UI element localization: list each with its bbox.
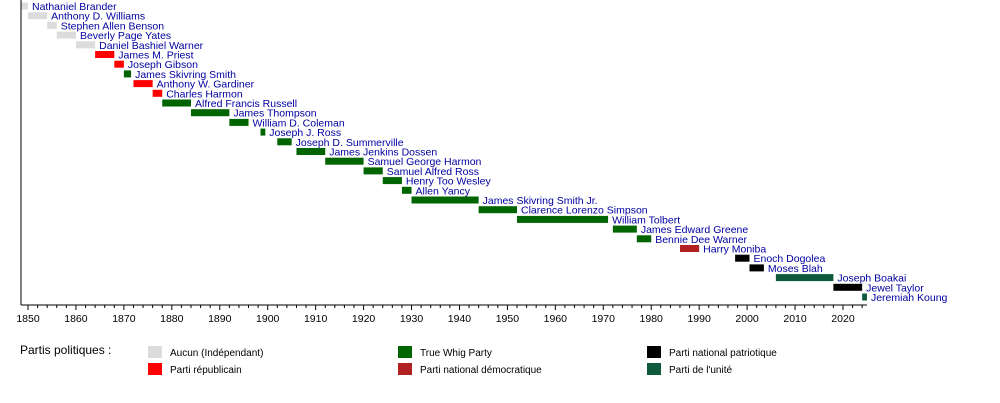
bar-label: Henry Too Wesley <box>406 176 492 188</box>
bar-label: William Tolbert <box>612 214 680 226</box>
bar-label: Allen Yancy <box>416 185 471 197</box>
bar-label: Harry Moniba <box>703 244 766 256</box>
bar-label: Jeremiah Koung <box>871 292 948 304</box>
timeline-bar <box>363 167 383 175</box>
bar-label: James Thompson <box>233 108 316 120</box>
legend-label: True Whig Party <box>420 348 492 359</box>
bar-label: Clarence Lorenzo Simpson <box>521 205 648 217</box>
x-tick-label: 1990 <box>687 313 711 325</box>
timeline-bar <box>20 2 28 10</box>
bar-label: Samuel Alfred Ross <box>387 166 479 178</box>
timeline-bar <box>862 293 867 301</box>
timeline-bar <box>47 21 57 29</box>
legend-swatch <box>148 346 162 358</box>
bar-label: Stephen Allen Benson <box>61 20 164 32</box>
timeline-bar <box>382 177 402 185</box>
timeline-bar <box>612 225 637 233</box>
legend-swatch <box>647 363 661 375</box>
x-tick-label: 1890 <box>208 313 232 325</box>
x-tick-label: 2000 <box>735 313 759 325</box>
legend-swatch <box>398 346 412 358</box>
bar-label: Samuel George Harmon <box>368 156 482 168</box>
x-tick-label: 1860 <box>64 313 88 325</box>
timeline-bar <box>775 274 834 282</box>
x-tick-label: 1980 <box>640 313 664 325</box>
x-tick-label: 1960 <box>544 313 568 325</box>
bar-label: James Skivring Smith <box>135 69 236 81</box>
x-tick-label: 2020 <box>831 313 855 325</box>
timeline-bar <box>229 118 249 126</box>
x-tick-label: 1950 <box>496 313 520 325</box>
timeline-bar <box>749 264 764 272</box>
bar-label: Charles Harmon <box>166 88 243 100</box>
timeline-bar <box>411 196 479 204</box>
timeline-bar <box>325 157 364 165</box>
legend-label: Parti national démocratique <box>420 365 542 376</box>
timeline-bar <box>636 235 652 243</box>
timeline-bar <box>833 283 863 291</box>
bar-label: Joseph J. Ross <box>269 127 341 139</box>
bar-label: James Jenkins Dossen <box>329 147 437 159</box>
timeline-bar <box>401 186 412 194</box>
bar-label: James Skivring Smith Jr. <box>483 195 598 207</box>
bar-label: Joseph Gibson <box>128 59 198 71</box>
timeline-bar <box>516 215 609 223</box>
x-tick-label: 1900 <box>256 313 280 325</box>
timeline-bar <box>133 80 153 88</box>
timeline-bar <box>296 148 326 155</box>
x-axis: 1850 1860 1870 1880 1890 1900 1910 1920 1930 1940… <box>16 0 867 325</box>
legend-label: Parti républicain <box>170 365 242 376</box>
bar-label: Joseph Boakai <box>837 273 906 285</box>
legend-swatch <box>647 346 661 358</box>
bar-label: Anthony D. Williams <box>51 11 145 23</box>
bar-label: Nathaniel Brander <box>32 1 117 13</box>
legend: Partis politiques : Aucun (Indépendant) Pa… <box>20 343 777 376</box>
legend-title: Partis politiques : <box>20 343 111 357</box>
x-tick-label: 1910 <box>304 313 328 325</box>
x-tick-label: 2010 <box>783 313 807 325</box>
timeline-bar <box>478 206 517 214</box>
x-tick-label: 1870 <box>112 313 136 325</box>
legend-swatch <box>398 363 412 375</box>
bar-label: Jewel Taylor <box>866 282 924 294</box>
legend-label: Parti de l'unité <box>669 365 732 376</box>
x-tick-label: 1940 <box>448 313 472 325</box>
timeline-bar <box>56 31 76 39</box>
bar-label: William D. Coleman <box>253 117 345 129</box>
timeline-bar <box>28 12 48 20</box>
bar-label: Enoch Dogolea <box>753 253 825 265</box>
legend-label: Aucun (Indépendant) <box>170 348 263 359</box>
timeline-bar <box>735 254 750 262</box>
bar-label: Beverly Page Yates <box>80 30 171 42</box>
timeline-bar <box>162 99 191 107</box>
bar-label: Bennie Dee Warner <box>655 234 747 246</box>
timeline-bar <box>190 109 230 117</box>
timeline-bar <box>75 41 96 49</box>
timeline-bar <box>260 128 266 136</box>
bar-label: James Edward Greene <box>641 224 749 236</box>
timeline-bar <box>123 70 132 78</box>
timeline-bar <box>679 245 700 252</box>
timeline-bar <box>277 138 292 146</box>
x-tick-label: 1930 <box>400 313 424 325</box>
x-tick-label: 1970 <box>592 313 616 325</box>
timeline-bar <box>152 89 163 97</box>
x-tick-label: 1850 <box>16 313 40 325</box>
bar-label: Joseph D. Summerville <box>296 137 404 149</box>
bar-label: Daniel Bashiel Warner <box>99 40 204 52</box>
timeline-bar <box>95 51 115 58</box>
bar-label: Anthony W. Gardiner <box>157 79 255 91</box>
legend-label: Parti national patriotique <box>669 348 777 359</box>
bar-label: Alfred Francis Russell <box>195 98 297 110</box>
bar-label: Moses Blah <box>768 263 823 275</box>
x-tick-label: 1880 <box>160 313 184 325</box>
bar-label: James M. Priest <box>118 50 193 62</box>
timeline-bar <box>114 60 124 68</box>
legend-swatch <box>148 363 162 375</box>
x-tick-label: 1920 <box>352 313 376 325</box>
